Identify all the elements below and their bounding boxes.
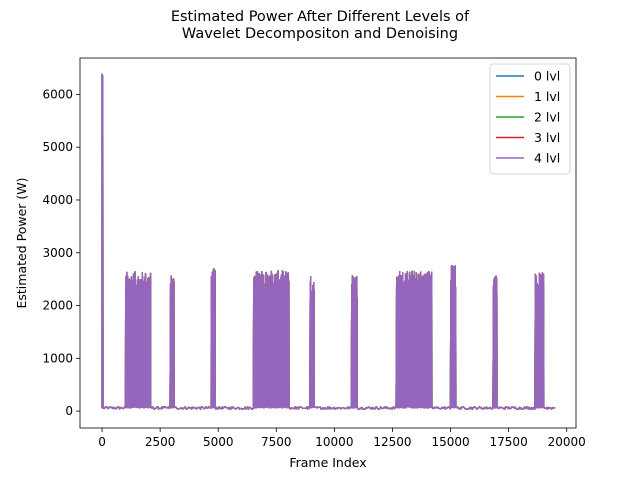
y-tick-label: 6000 [42,87,73,101]
y-tick-label: 4000 [42,193,73,207]
legend-label: 0 lvl [534,69,560,84]
chart-title-line-2: Wavelet Decompositon and Denoising [182,26,458,42]
y-tick-label: 5000 [42,140,73,154]
x-tick-label: 7500 [261,435,292,449]
y-tick-label: 0 [65,404,73,418]
x-axis: 0 2500 5000 7500 10000 12500 15000 17500 20000 [98,428,586,449]
y-tick-label: 1000 [42,351,73,365]
y-axis: 0 1000 2000 3000 4000 5000 6000 [42,87,80,418]
x-tick-label: 2500 [145,435,176,449]
chart-title-line-1: Estimated Power After Different Levels o… [171,9,470,25]
legend-label: 1 lvl [534,89,560,104]
series-layer [101,73,556,410]
y-tick-label: 2000 [42,299,73,313]
y-axis-label: Estimated Power (W) [14,178,29,309]
x-tick-label: 5000 [203,435,234,449]
series-line-4 [101,73,556,410]
x-tick-label: 10000 [315,435,353,449]
legend-box [489,63,571,175]
x-tick-label: 0 [98,435,106,449]
x-tick-label: 15000 [431,435,469,449]
legend-label: 3 lvl [534,130,560,145]
x-axis-label: Frame Index [289,455,366,470]
legend: 0 lvl 1 lvl 2 lvl 3 lvl 4 lvl [489,63,571,175]
plot-frame [79,57,577,429]
x-tick-label: 17500 [490,435,528,449]
legend-label: 2 lvl [534,110,560,125]
x-tick-label: 12500 [373,435,411,449]
x-tick-label: 20000 [548,435,586,449]
y-tick-label: 3000 [42,246,73,260]
legend-label: 4 lvl [534,151,560,166]
